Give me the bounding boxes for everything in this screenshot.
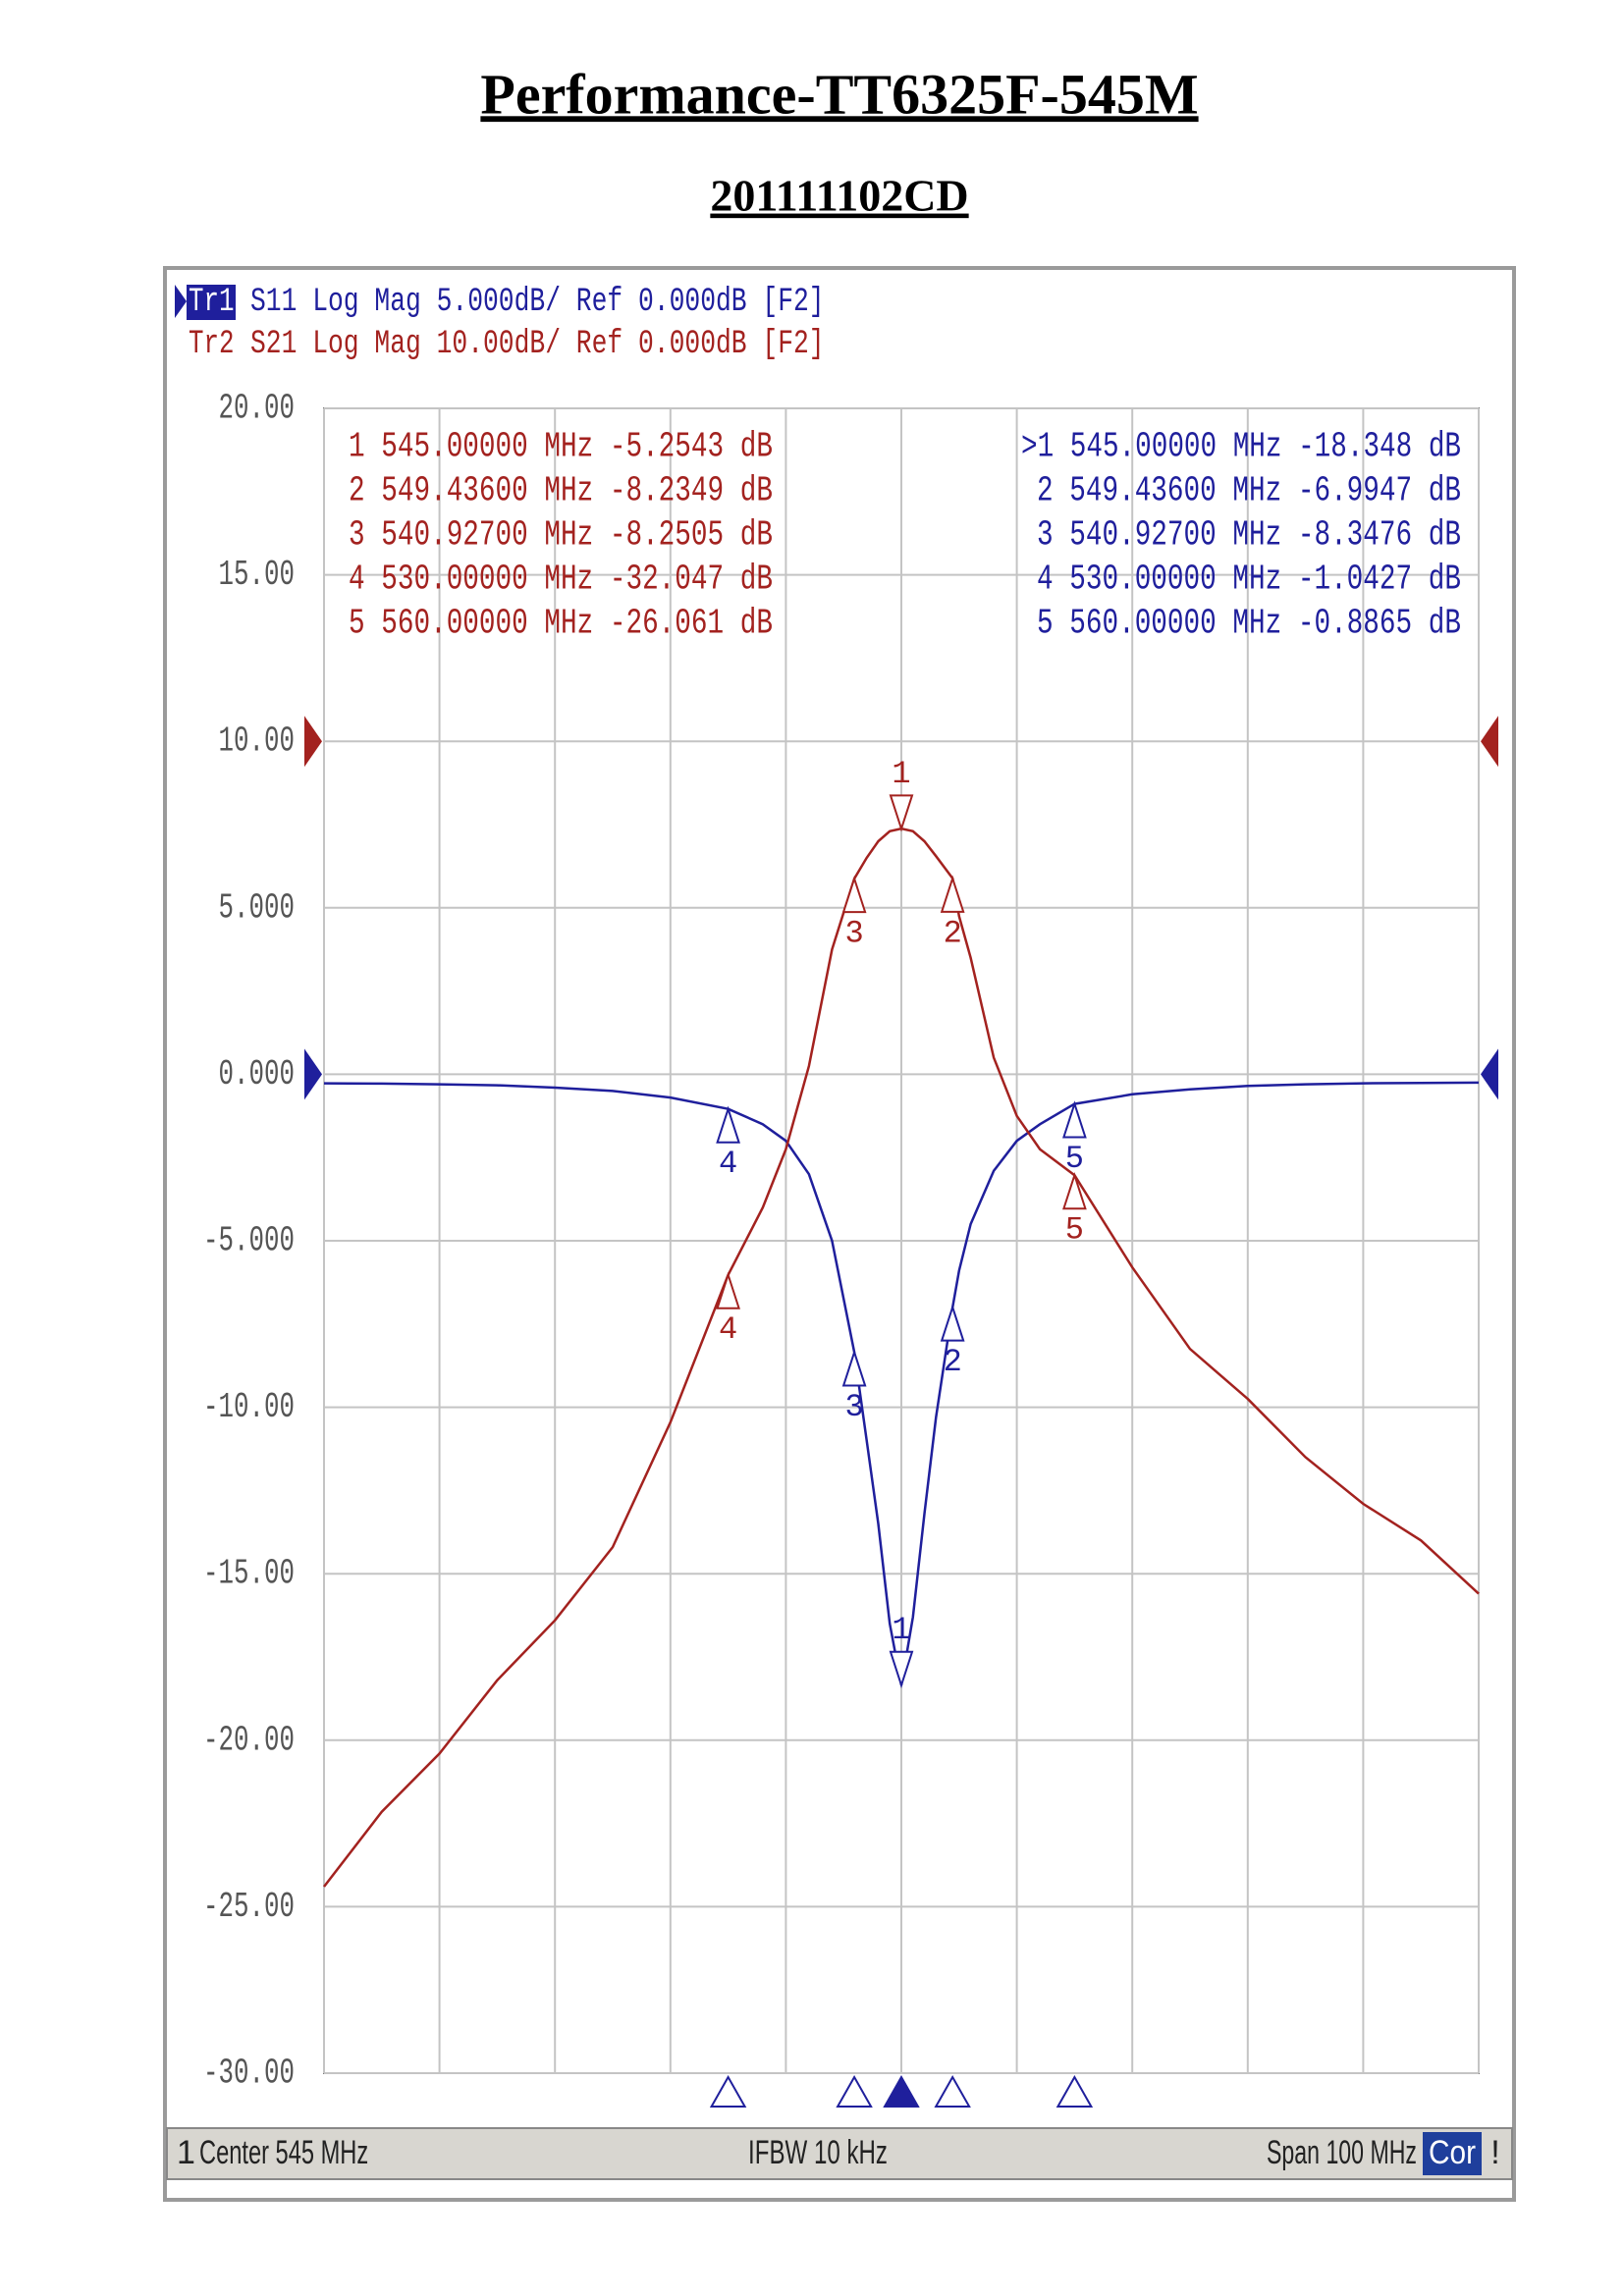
marker	[716, 1271, 740, 1309]
cor-box	[1423, 2132, 1482, 2175]
marker	[841, 875, 867, 914]
trace-name: Tr1	[189, 284, 235, 321]
ifbw: IFBW 10 kHz	[748, 2134, 888, 2171]
marker	[841, 1349, 867, 1387]
marker-label: 1	[892, 756, 910, 792]
marker	[1062, 1171, 1087, 1210]
y-tick-label: -20.00	[203, 1720, 295, 1760]
marker-label: 4	[719, 1146, 737, 1182]
y-tick-label: 0.000	[219, 1054, 296, 1095]
ref-arrow	[304, 1048, 322, 1100]
marker-readout: 4 530.00000 MHz -1.0427 dB	[1037, 560, 1461, 600]
marker-label: 2	[944, 915, 962, 951]
trace-name: Tr2	[189, 326, 235, 363]
status-bar	[166, 2127, 1513, 2180]
stimulus-marker	[836, 2074, 873, 2108]
ref-arrow	[1481, 1048, 1498, 1100]
marker-label: 5	[1065, 1141, 1084, 1177]
center-freq: Center 545 MHz	[199, 2134, 368, 2171]
marker-readout: 5 560.00000 MHz -0.8865 dB	[1037, 604, 1461, 644]
marker-readout: 5 560.00000 MHz -26.061 dB	[349, 604, 773, 644]
trace-line	[323, 827, 1480, 1888]
subtitle: 201111102CD	[710, 171, 968, 221]
marker-readout: >1 545.00000 MHz -18.348 dB	[1021, 427, 1461, 467]
y-tick-label: 10.00	[219, 721, 296, 762]
span: Span 100 MHz	[1267, 2134, 1417, 2171]
channel-number: 1	[177, 2134, 195, 2171]
marker-label: 2	[944, 1344, 962, 1380]
status-flag: !	[1490, 2134, 1499, 2171]
marker	[940, 875, 965, 913]
title: Performance-TT6325F-545M	[480, 62, 1198, 126]
stimulus-marker	[934, 2074, 971, 2108]
y-tick-label: 5.000	[219, 887, 296, 928]
trace-header: S11 Log Mag 5.000dB/ Ref 0.000dB [F2]	[250, 284, 825, 321]
marker-label: 5	[1065, 1212, 1084, 1249]
marker-readout: 2 549.43600 MHz -6.9947 dB	[1037, 471, 1461, 511]
active-trace-box	[187, 285, 236, 320]
marker	[940, 1304, 965, 1342]
marker	[889, 794, 914, 832]
marker-label: 4	[719, 1311, 737, 1348]
marker-readout: 3 540.92700 MHz -8.2505 dB	[349, 515, 773, 556]
marker	[889, 1650, 914, 1689]
marker-readout: 2 549.43600 MHz -8.2349 dB	[349, 471, 773, 511]
marker	[716, 1105, 740, 1144]
marker-readout: 3 540.92700 MHz -8.3476 dB	[1037, 515, 1461, 556]
marker-label: 3	[844, 1389, 863, 1425]
marker-readout: 1 545.00000 MHz -5.2543 dB	[349, 427, 773, 467]
stimulus-marker	[709, 2074, 747, 2108]
y-tick-label: -15.00	[203, 1554, 295, 1594]
ref-arrow	[304, 716, 322, 768]
marker-readout: 4 530.00000 MHz -32.047 dB	[349, 560, 773, 600]
y-tick-label: -5.000	[203, 1221, 295, 1261]
y-tick-label: 20.00	[219, 389, 296, 429]
y-tick-label: -10.00	[203, 1387, 295, 1427]
marker-label: 3	[844, 916, 863, 952]
trace-header: S21 Log Mag 10.00dB/ Ref 0.000dB [F2]	[250, 326, 825, 363]
cor-label: Cor	[1429, 2134, 1476, 2171]
stimulus-marker	[883, 2074, 920, 2108]
marker	[1062, 1100, 1087, 1139]
ref-arrow	[1481, 716, 1498, 768]
stimulus-marker	[1056, 2074, 1094, 2108]
active-trace-arrow	[175, 285, 187, 318]
marker-label: 1	[892, 1612, 910, 1648]
y-tick-label: -25.00	[203, 1887, 295, 1927]
y-tick-label: 15.00	[219, 555, 296, 595]
y-tick-label: -30.00	[203, 2054, 295, 2094]
